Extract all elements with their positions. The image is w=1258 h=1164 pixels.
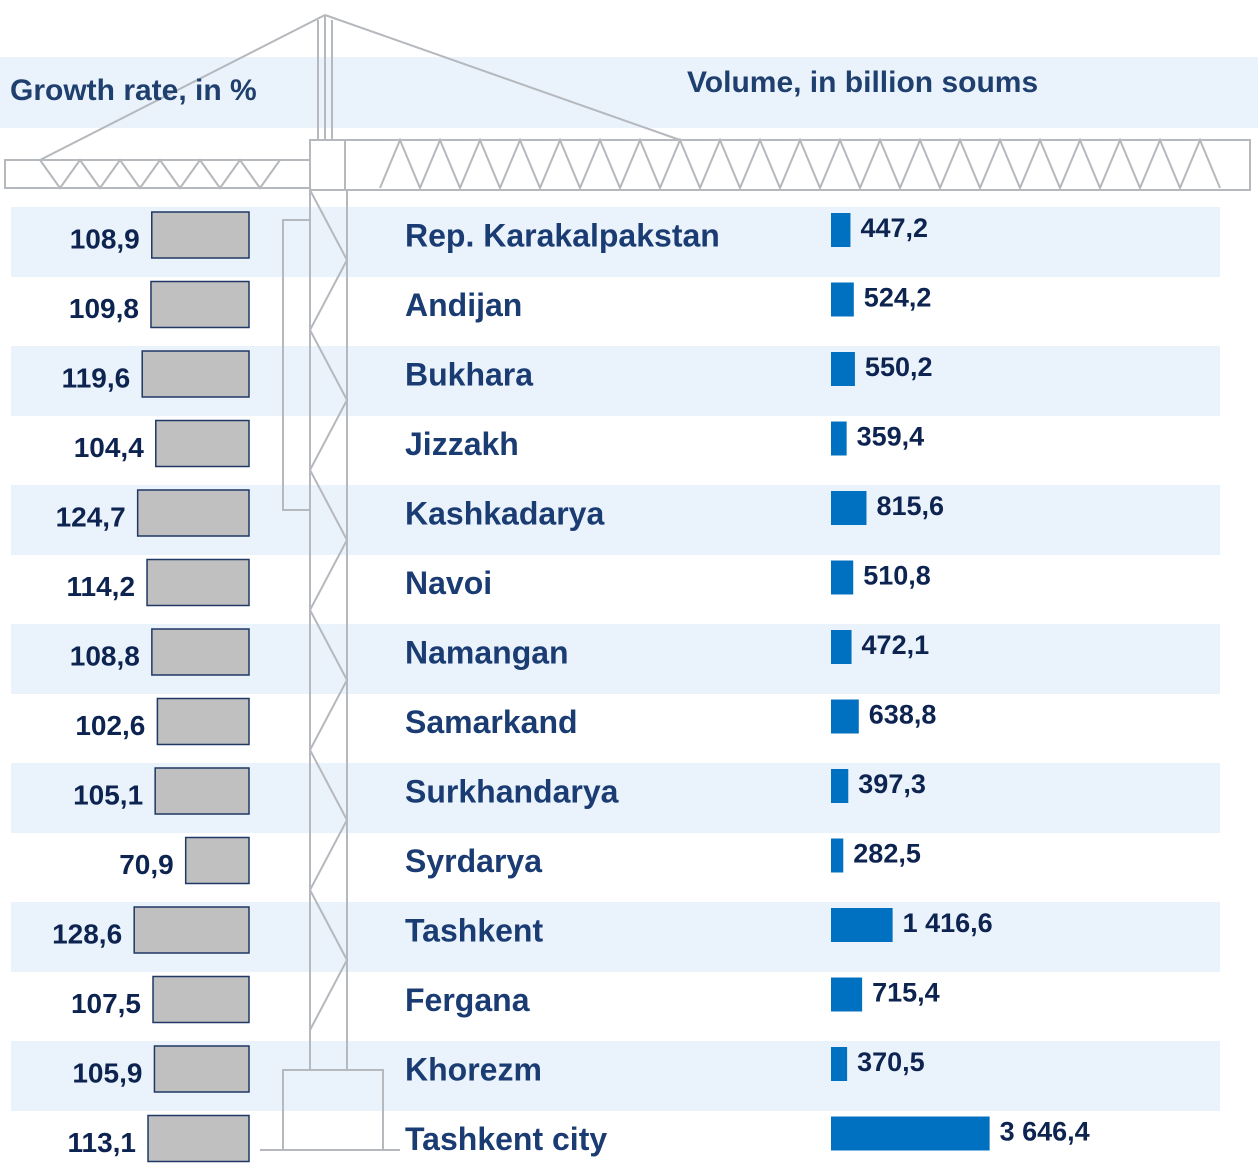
category-label: Jizzakh xyxy=(405,426,519,462)
category-label: Samarkand xyxy=(405,704,578,740)
bar xyxy=(151,211,250,259)
category-label: Khorezm xyxy=(405,1051,542,1087)
bar xyxy=(831,560,854,595)
bar xyxy=(831,421,847,456)
category-label: Fergana xyxy=(405,982,530,1018)
bar xyxy=(831,769,849,803)
series-title: Growth rate, in % xyxy=(10,74,257,107)
bar xyxy=(831,1047,848,1081)
category-label: Syrdarya xyxy=(405,843,542,879)
bar xyxy=(831,491,867,525)
category-label: Bukhara xyxy=(405,356,533,392)
category-label: Tashkent city xyxy=(405,1121,607,1157)
value-label: 524,2 xyxy=(864,283,932,313)
value-label: 105,9 xyxy=(72,1057,142,1088)
value-label: 128,6 xyxy=(52,918,122,949)
category-label: Tashkent xyxy=(405,912,543,948)
bar xyxy=(156,697,250,746)
category-label: Navoi xyxy=(405,565,492,601)
category-label: Kashkadarya xyxy=(405,495,604,531)
bar xyxy=(831,977,863,1012)
bar xyxy=(831,699,859,734)
category-label: Namangan xyxy=(405,634,569,670)
crane-illustration xyxy=(4,14,1251,1151)
header-band xyxy=(0,57,1258,128)
value-label: 1 416,6 xyxy=(903,908,993,938)
bar xyxy=(153,1045,250,1093)
category-label: Rep. Karakalpakstan xyxy=(405,217,720,253)
value-label: 109,8 xyxy=(69,293,139,324)
value-label: 638,8 xyxy=(869,700,937,730)
value-label: 359,4 xyxy=(857,422,925,452)
value-label: 108,9 xyxy=(70,223,140,254)
bar xyxy=(831,352,855,386)
value-label: 124,7 xyxy=(56,501,126,532)
category-label: Andijan xyxy=(405,287,522,323)
bar xyxy=(831,838,844,873)
bar xyxy=(151,628,250,676)
value-label: 105,1 xyxy=(73,779,143,810)
bar xyxy=(136,489,250,537)
category-label: Surkhandarya xyxy=(405,773,619,809)
value-label: 3 646,4 xyxy=(1000,1117,1090,1147)
value-label: 510,8 xyxy=(863,561,931,591)
bar xyxy=(133,906,250,954)
value-label: 282,5 xyxy=(853,839,921,869)
value-label: 715,4 xyxy=(872,978,940,1008)
bar xyxy=(147,1114,250,1163)
bar xyxy=(146,558,250,607)
value-label: 70,9 xyxy=(119,849,174,880)
bar xyxy=(141,350,250,398)
bar xyxy=(831,908,893,942)
value-label: 113,1 xyxy=(67,1127,136,1158)
series-title: Volume, in billion soums xyxy=(687,66,1038,99)
value-label: 114,2 xyxy=(67,571,136,602)
value-label: 102,6 xyxy=(75,710,145,741)
bar xyxy=(831,282,854,317)
bar xyxy=(155,419,250,468)
value-label: 370,5 xyxy=(857,1047,925,1077)
value-label: 119,6 xyxy=(62,362,131,393)
value-label: 447,2 xyxy=(860,213,928,243)
value-label: 104,4 xyxy=(74,432,144,463)
bar xyxy=(831,630,852,664)
bar xyxy=(152,975,250,1024)
value-label: 107,5 xyxy=(71,988,141,1019)
bar xyxy=(831,1116,990,1151)
value-label: 108,8 xyxy=(70,640,140,671)
value-label: 397,3 xyxy=(858,769,926,799)
value-label: 550,2 xyxy=(865,352,933,382)
value-label: 815,6 xyxy=(876,491,944,521)
bar xyxy=(831,213,851,247)
bar xyxy=(150,280,250,329)
value-label: 472,1 xyxy=(862,630,930,660)
bar xyxy=(184,836,250,885)
bar xyxy=(154,767,250,815)
